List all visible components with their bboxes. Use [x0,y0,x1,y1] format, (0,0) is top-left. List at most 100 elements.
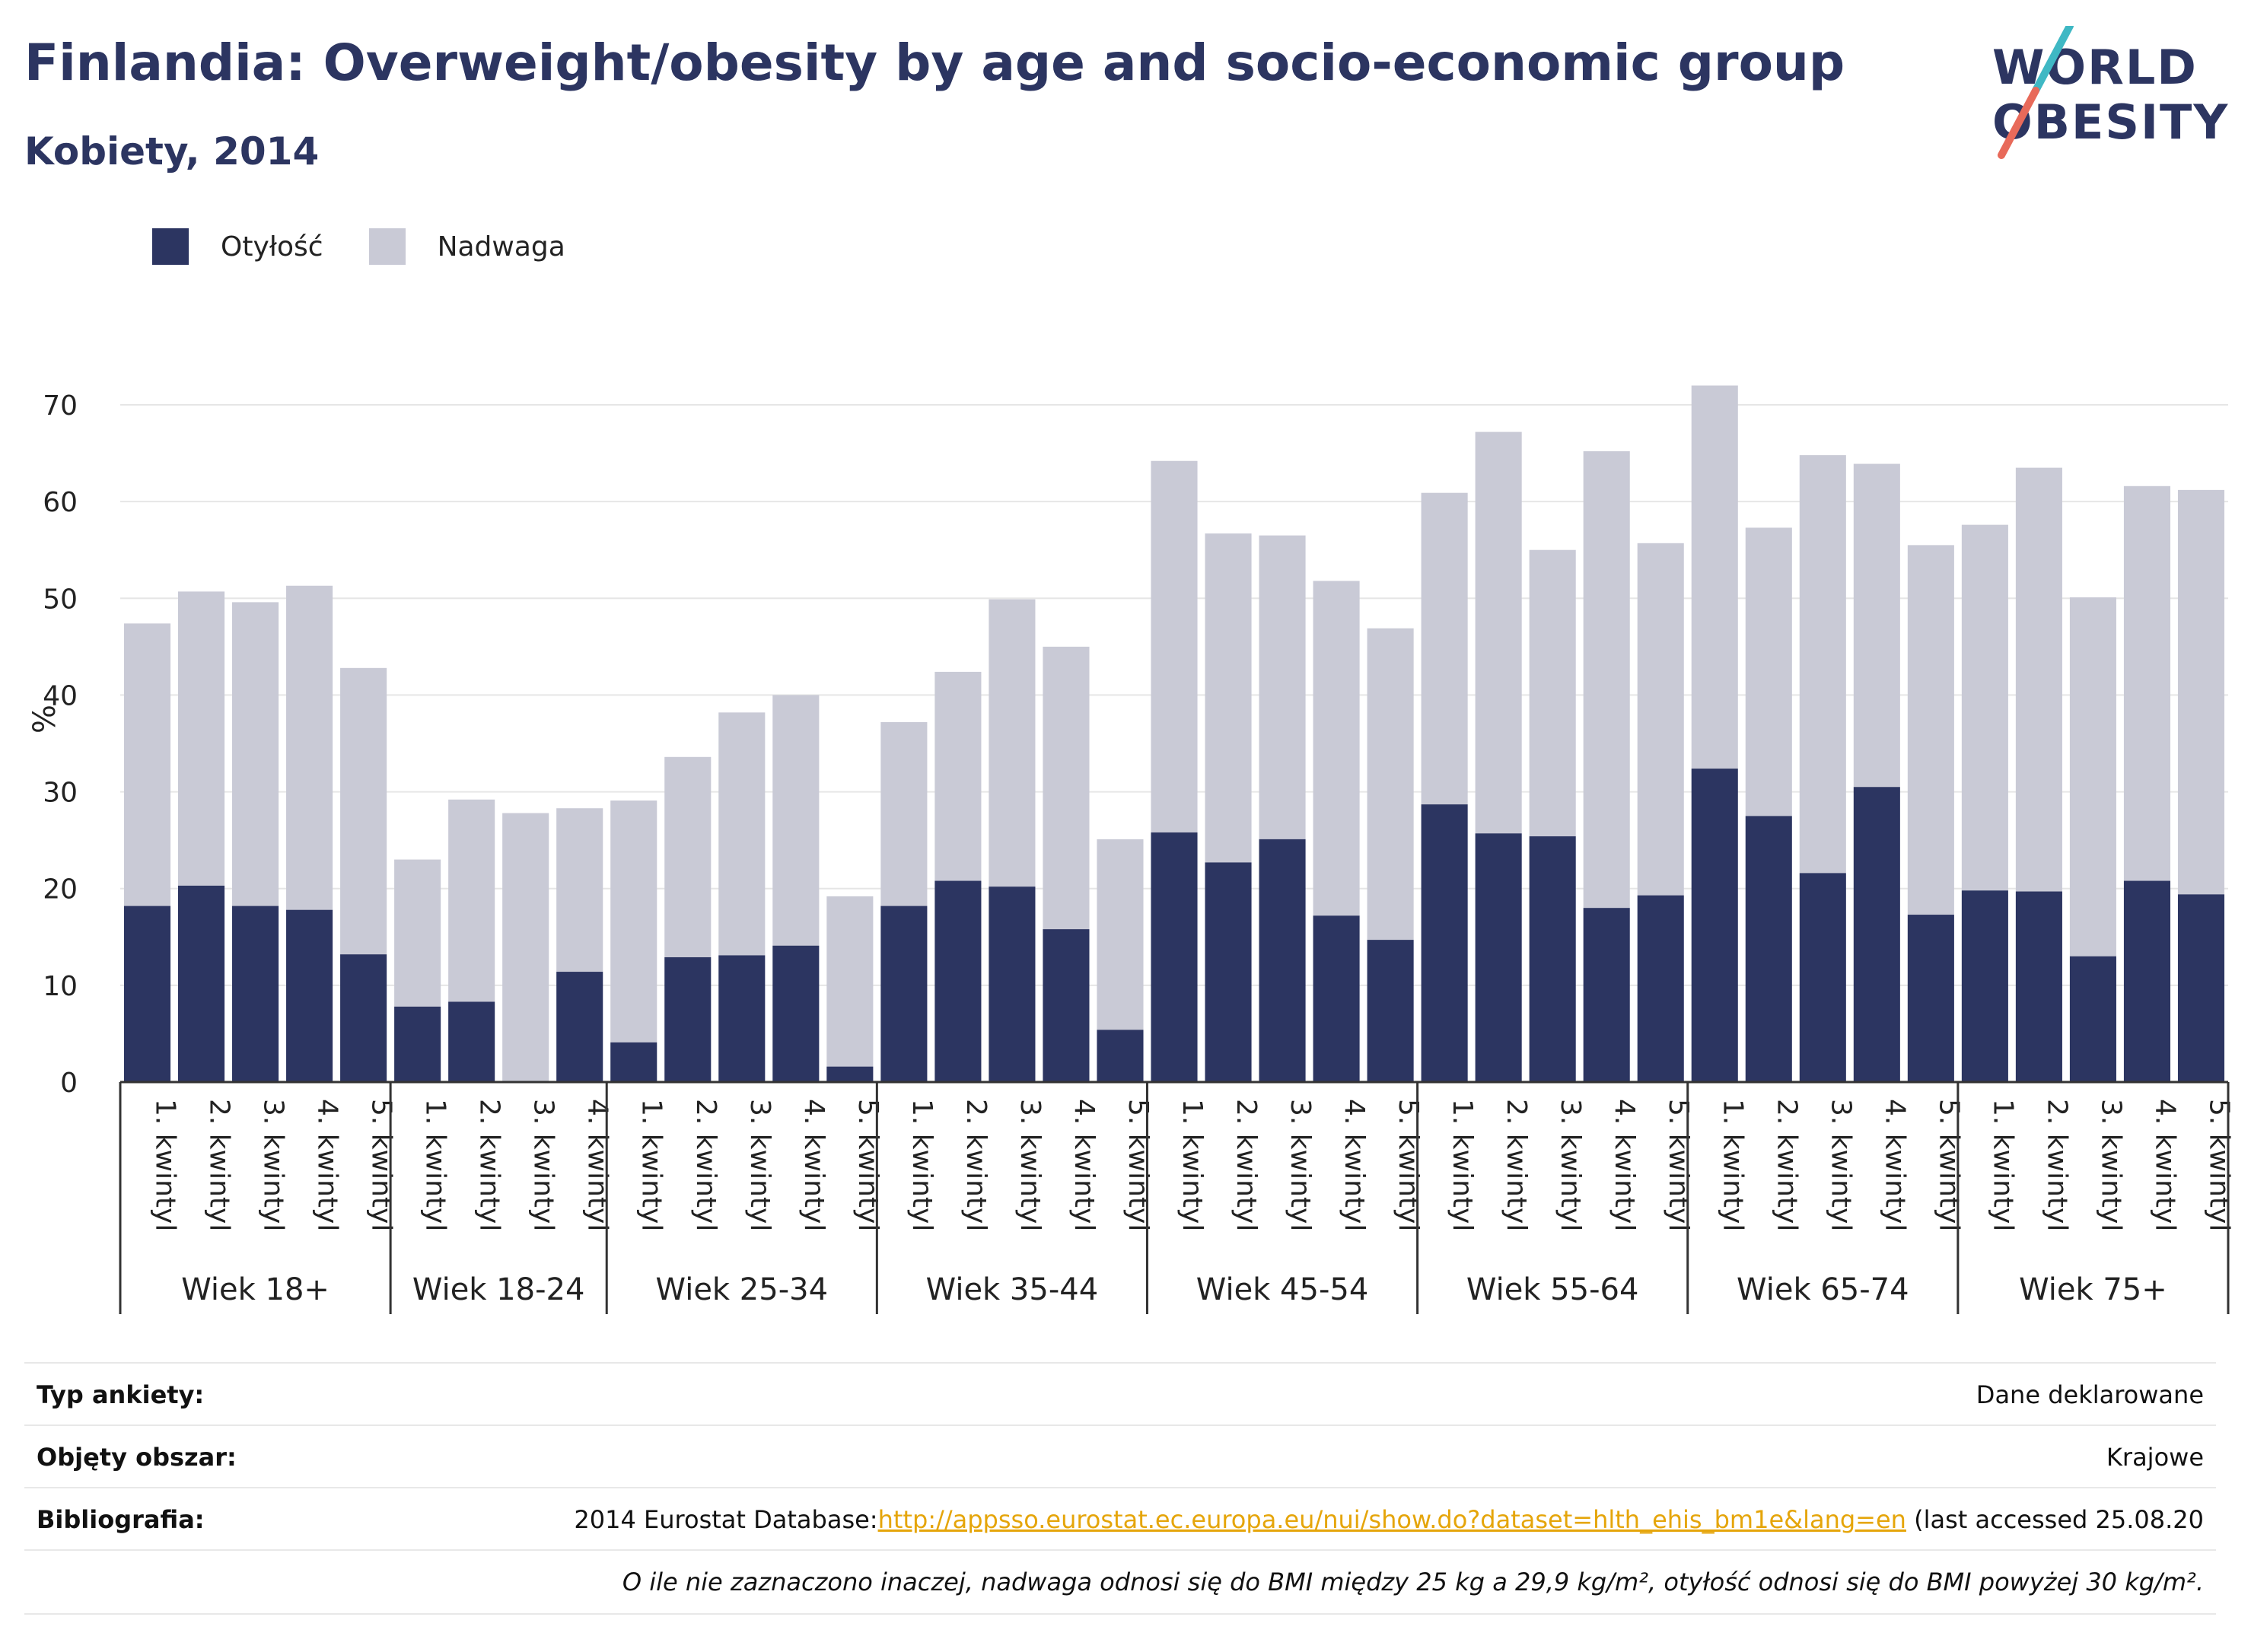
chart-legend: Otyłość Nadwaga [152,228,611,265]
bar-segment-obesity [1691,769,1738,1082]
bar-segment-overweight [1259,535,1306,839]
group-label: Wiek 25-34 [656,1272,829,1307]
bar-segment-obesity [123,906,171,1082]
x-tick-label: 1. kwintyl [1717,1099,1748,1231]
survey-type-label: Typ ankiety: [37,1380,205,1409]
bar-segment-overweight [1691,385,1738,769]
info-row-survey: Typ ankiety: Dane deklarowane [24,1362,2216,1426]
y-tick-label: 0 [60,1068,78,1099]
bar-segment-overweight [1313,581,1360,916]
bibliography-prefix: 2014 Eurostat Database: [574,1505,878,1534]
x-tick-label: 4. kwintyl [1609,1099,1640,1231]
x-tick-label: 3. kwintyl [2095,1099,2126,1231]
x-tick-label: 5. kwintyl [1663,1099,1694,1231]
bar-segment-overweight [1853,463,1900,788]
bar-segment-obesity [2123,880,2171,1082]
bar-segment-obesity [286,909,333,1082]
x-tick-label: 5. kwintyl [2203,1099,2234,1231]
bar-segment-obesity [2177,894,2225,1082]
world-obesity-logo: WORLD OBESITY [1979,26,2230,163]
bar-segment-overweight [934,671,982,881]
x-tick-label: 1. kwintyl [1987,1099,2018,1231]
x-tick-label: 1. kwintyl [420,1099,451,1231]
x-tick-label: 1. kwintyl [1447,1099,1478,1231]
bar-segment-overweight [1583,451,1630,909]
bar-segment-obesity [1313,915,1360,1082]
bar-segment-obesity [934,880,982,1082]
x-tick-label: 4. kwintyl [1068,1099,1100,1231]
bar-segment-overweight [718,712,766,956]
bar-segment-obesity [1583,908,1630,1082]
bar-segment-overweight [177,591,225,886]
survey-type-value: Dane deklarowane [1976,1380,2204,1409]
y-tick-label: 70 [43,390,78,422]
bar-segment-overweight [123,623,171,906]
y-axis-label: % [27,705,62,734]
x-tick-label: 3. kwintyl [744,1099,775,1231]
x-tick-label: 2. kwintyl [1501,1099,1532,1231]
x-tick-label: 2. kwintyl [960,1099,992,1231]
legend-item-obesity[interactable]: Otyłość [152,228,323,265]
bar-segment-obesity [556,972,603,1082]
bar-segment-obesity [826,1066,874,1082]
definition-note: O ile nie zaznaczono inaczej, nadwaga od… [622,1568,2204,1596]
info-row-area: Objęty obszar: Krajowe [24,1424,2216,1488]
bar-segment-overweight [1367,628,1414,941]
bibliography-link[interactable]: http://appsso.eurostat.ec.europa.eu/nui/… [877,1505,1906,1534]
bar-segment-overweight [1421,492,1468,805]
x-tick-label: 5. kwintyl [1122,1099,1154,1231]
x-tick-label: 3. kwintyl [528,1099,559,1231]
group-label: Wiek 18-24 [412,1272,585,1307]
bar-segment-overweight [1907,545,1954,915]
bibliography-label: Bibliografia: [37,1505,205,1534]
x-tick-label: 4. kwintyl [312,1099,343,1231]
x-tick-label: 4. kwintyl [2149,1099,2180,1231]
y-tick-label: 10 [43,971,78,1002]
chart-subtitle: Kobiety, 2014 [24,129,320,173]
x-tick-label: 5. kwintyl [852,1099,884,1231]
bar-segment-obesity [610,1042,657,1082]
bar-segment-obesity [1421,804,1468,1082]
legend-swatch-overweight [368,228,406,265]
bar-segment-obesity [1637,895,1684,1082]
bar-segment-overweight [1637,543,1684,896]
bar-segment-overweight [286,585,333,910]
bar-segment-obesity [1961,890,2008,1082]
group-label: Wiek 45-54 [1196,1272,1369,1307]
legend-item-overweight[interactable]: Nadwaga [368,228,565,265]
group-label: Wiek 35-44 [926,1272,1099,1307]
group-label: Wiek 55-64 [1466,1272,1639,1307]
bar-segment-overweight [2015,467,2062,892]
bar-segment-overweight [610,801,657,1042]
area-value: Krajowe [2106,1443,2204,1472]
x-tick-label: 2. kwintyl [2041,1099,2072,1231]
x-tick-label: 5. kwintyl [1393,1099,1424,1231]
bar-segment-overweight [1745,527,1792,816]
bar-segment-obesity [1205,862,1252,1082]
bar-segment-obesity [1151,832,1198,1082]
bar-segment-obesity [232,906,279,1082]
y-tick-label: 30 [43,778,78,809]
bar-segment-overweight [880,722,928,906]
x-tick-label: 3. kwintyl [1825,1099,1856,1231]
bar-segment-obesity [2069,956,2116,1082]
bar-segment-obesity [718,955,766,1082]
bar-segment-overweight [664,756,712,957]
bar-segment-overweight [448,799,495,1002]
bar-segment-obesity [1259,839,1306,1082]
stacked-bar-chart: 0 10 20 30 40 50 60 70% 1. kwintyl 2. kwintyl 3. k… [27,385,2234,1314]
bar-segment-obesity [2015,891,2062,1082]
bar-segment-overweight [772,695,820,946]
bar-segment-obesity [340,954,387,1082]
x-tick-label: 4. kwintyl [582,1099,613,1231]
legend-label-obesity: Otyłość [221,231,323,263]
x-tick-label: 3. kwintyl [1555,1099,1586,1231]
x-tick-label: 5. kwintyl [366,1099,397,1231]
bar-segment-obesity [1745,816,1792,1082]
bar-segment-overweight [826,896,874,1067]
bar-segment-overweight [1961,524,2008,891]
bar-segment-overweight [1205,533,1252,863]
bar-segment-overweight [2123,485,2171,881]
bar-segment-obesity [772,945,820,1082]
x-tick-label: 3. kwintyl [1014,1099,1046,1231]
